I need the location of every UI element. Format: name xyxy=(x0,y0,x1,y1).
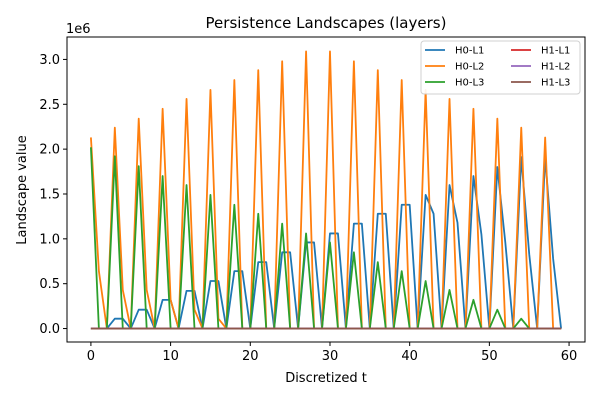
plot-frame xyxy=(66,36,586,343)
y-tick-label: 2.5 xyxy=(39,98,60,113)
series-layer xyxy=(90,50,562,330)
legend-label-h0-l1: H0-L1 xyxy=(455,46,484,57)
y-tick-label: 2.0 xyxy=(39,143,60,158)
legend: H0-L1 H0-L2 H0-L3 H1-L1 H1-L2 H1-L3 xyxy=(420,40,581,95)
x-tick-label: 60 xyxy=(561,349,578,364)
legend-label-h1-l1: H1-L1 xyxy=(541,46,570,57)
x-axis-label: Discretized t xyxy=(285,371,367,386)
legend-label-h0-l2: H0-L2 xyxy=(455,62,484,73)
x-tick-label: 20 xyxy=(242,349,259,364)
x-axis-ticks: 0 10 20 30 40 50 60 xyxy=(87,342,578,364)
y-axis-label: Landscape value xyxy=(15,135,30,244)
y-tick-label: 0.5 xyxy=(39,277,60,292)
y-tick-label: 1.5 xyxy=(39,187,60,202)
y-axis-ticks: 0.0 0.5 1.0 1.5 2.0 2.5 3.0 xyxy=(39,53,67,337)
x-tick-label: 10 xyxy=(162,349,179,364)
y-tick-label: 0.0 xyxy=(39,322,60,337)
chart-title: Persistence Landscapes (layers) xyxy=(206,14,447,32)
legend-label-h0-l3: H0-L3 xyxy=(455,78,484,89)
x-tick-label: 0 xyxy=(87,349,95,364)
legend-label-h1-l3: H1-L3 xyxy=(541,78,570,89)
x-tick-label: 50 xyxy=(481,349,498,364)
x-tick-label: 40 xyxy=(401,349,418,364)
y-tick-label: 3.0 xyxy=(39,53,60,68)
x-tick-label: 30 xyxy=(322,349,339,364)
y-tick-label: 1.0 xyxy=(39,232,60,247)
legend-box xyxy=(420,40,581,95)
y-offset-text: 1e6 xyxy=(66,22,91,37)
legend-label-h1-l2: H1-L2 xyxy=(541,62,570,73)
